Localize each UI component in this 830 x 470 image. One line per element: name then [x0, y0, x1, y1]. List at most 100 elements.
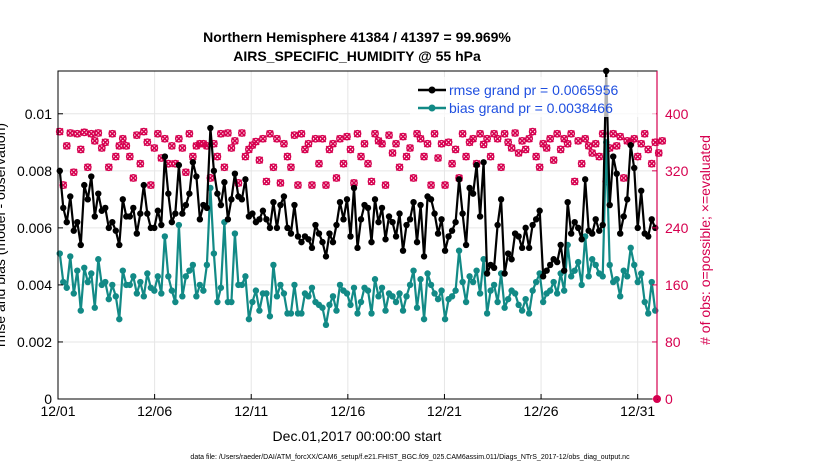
- rmse-point: [581, 176, 589, 183]
- obs-evaluated-point: [231, 137, 239, 145]
- rmse-point: [648, 216, 655, 223]
- rmse-point: [539, 273, 547, 280]
- y2-tick-label: 400: [665, 106, 689, 122]
- obs-evaluated-point: [364, 159, 372, 168]
- obs-evaluated-point: [469, 134, 477, 143]
- bias-point: [126, 281, 134, 289]
- bias-point: [102, 278, 109, 286]
- obs-possible-point: [283, 152, 292, 161]
- bias-point: [270, 261, 277, 269]
- bias-point: [462, 298, 470, 306]
- y-tick-label: 0.01: [25, 106, 52, 122]
- obs-possible-point: [518, 136, 527, 145]
- rmse-point: [88, 173, 95, 180]
- bias-point: [588, 256, 596, 263]
- x-tick-label: 12/11: [234, 403, 268, 419]
- rmse-point: [175, 161, 183, 169]
- obs-evaluated-point: [336, 134, 344, 143]
- obs-evaluated-point: [122, 142, 131, 150]
- obs-possible-point: [252, 137, 260, 146]
- rmse-point: [385, 213, 393, 220]
- rmse-point: [137, 210, 144, 217]
- obs-possible-point: [560, 134, 569, 143]
- bias-point: [333, 307, 340, 314]
- x-tick-label: 12/31: [620, 403, 655, 419]
- obs-evaluated-point: [283, 152, 292, 161]
- bias-point: [645, 310, 652, 317]
- obs-evaluated-point: [619, 174, 628, 182]
- rmse-point: [522, 224, 529, 232]
- rmse-point: [308, 244, 316, 252]
- rmse-point: [410, 199, 417, 206]
- obs-possible-point: [259, 134, 267, 143]
- rmse-point: [168, 218, 176, 226]
- obs-evaluated-point: [483, 134, 491, 143]
- obs-possible-point: [336, 134, 344, 143]
- obs-evaluated-point: [486, 152, 495, 161]
- bias-point: [238, 281, 246, 289]
- obs-possible-point: [111, 152, 120, 161]
- bias-point: [399, 307, 407, 314]
- obs-evaluated-point: [647, 159, 656, 168]
- bias-point: [298, 310, 305, 317]
- obs-possible-point: [62, 141, 71, 150]
- rmse-point: [172, 210, 179, 217]
- bias-point: [95, 256, 102, 263]
- obs-evaluated-point: [262, 177, 271, 186]
- obs-evaluated-point: [105, 163, 113, 172]
- obs-evaluated-point: [525, 134, 533, 143]
- obs-evaluated-point: [147, 181, 155, 189]
- obs-possible-point: [430, 129, 439, 138]
- bias-point: [392, 298, 400, 306]
- obs-possible-point: [69, 168, 78, 177]
- obs-evaluated-point: [584, 142, 593, 150]
- rmse-point: [368, 238, 375, 246]
- rmse-point: [469, 190, 477, 197]
- obs-possible-point: [409, 174, 418, 182]
- bias-point: [641, 298, 648, 306]
- obs-evaluated-point: [350, 179, 358, 187]
- obs-evaluated-point: [528, 127, 537, 136]
- obs-possible-point: [651, 138, 660, 147]
- obs-evaluated-point: [339, 159, 348, 168]
- bias-point: [326, 301, 333, 309]
- obs-evaluated-point: [532, 152, 540, 161]
- rmse-point: [617, 230, 624, 237]
- chart-title: Northern Hemisphere 41384 / 41397 = 99.9…: [203, 29, 511, 45]
- obs-evaluated-point: [357, 152, 365, 161]
- legend-label-rmse: rmse grand pr = 0.0065956: [449, 82, 618, 98]
- obs-evaluated-point: [451, 145, 460, 154]
- rmse-point: [249, 210, 256, 217]
- obs-evaluated-point: [217, 129, 225, 138]
- bias-point: [522, 295, 529, 303]
- bias-point: [203, 261, 211, 269]
- bias-point: [172, 298, 179, 306]
- obs-evaluated-point: [129, 174, 138, 182]
- bias-point: [200, 287, 207, 294]
- obs-evaluated-point: [220, 163, 229, 172]
- rmse-point: [357, 216, 365, 223]
- rmse-point: [371, 196, 379, 203]
- bias-point: [378, 284, 386, 291]
- obs-possible-point: [381, 181, 390, 189]
- obs-possible-point: [371, 129, 379, 138]
- obs-evaluated-point: [325, 145, 334, 154]
- bias-point: [263, 290, 270, 297]
- obs-evaluated-point: [444, 138, 453, 147]
- rmse-point: [161, 153, 169, 160]
- bias-point: [483, 310, 491, 317]
- rmse-point: [543, 267, 550, 274]
- bias-point: [70, 290, 77, 297]
- obs-evaluated-point: [259, 134, 267, 143]
- obs-possible-point: [570, 177, 579, 186]
- chart-subtitle: AIRS_SPECIFIC_HUMIDITY @ 55 hPa: [233, 48, 481, 64]
- obs-evaluated-point: [441, 181, 449, 189]
- obs-possible-point: [290, 131, 299, 140]
- obs-possible-point: [160, 134, 169, 143]
- rmse-point: [112, 227, 119, 234]
- rmse-point: [319, 238, 326, 246]
- bias-point: [319, 304, 326, 311]
- rmse-point: [396, 210, 403, 217]
- obs-possible-point: [609, 129, 618, 138]
- rmse-point: [256, 216, 263, 223]
